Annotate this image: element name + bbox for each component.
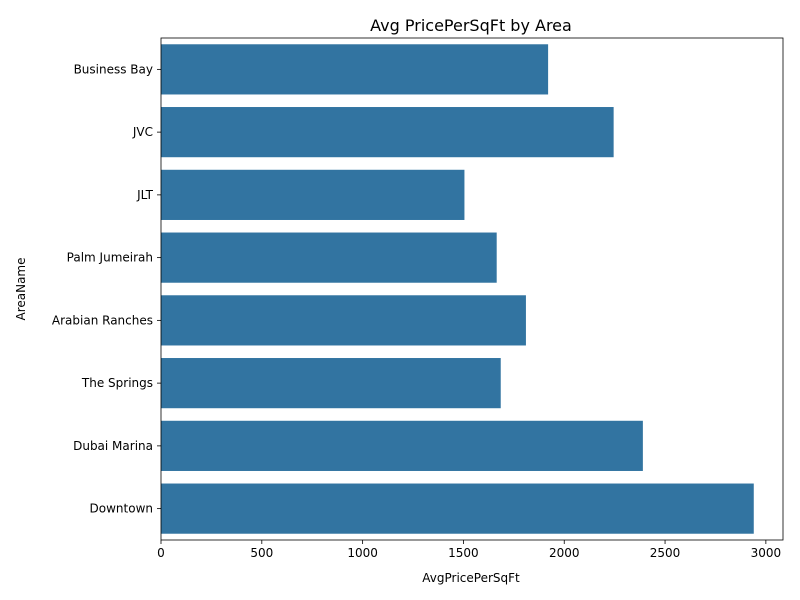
bar-jlt: [161, 169, 465, 220]
x-axis-ticks: 0 500 1000 1500 2000 2500 3000: [157, 540, 781, 560]
x-tick-label: 500: [250, 546, 273, 560]
bar-jvc: [161, 107, 614, 158]
y-axis-label: AreaName: [14, 257, 28, 320]
x-tick-label: 0: [157, 546, 165, 560]
bar-dubai-marina: [161, 420, 643, 471]
bar-downtown: [161, 483, 754, 534]
bar-arabian-ranches: [161, 295, 526, 346]
plot-frame: [160, 37, 784, 541]
x-tick-label: 2500: [650, 546, 681, 560]
y-tick-label: JLT: [136, 188, 154, 202]
y-tick-label: Downtown: [90, 502, 153, 516]
chart-title: Avg PricePerSqFt by Area: [370, 16, 572, 35]
y-tick-label: JVC: [132, 125, 153, 139]
x-tick-label: 3000: [751, 546, 782, 560]
y-axis-ticks: Business Bay JVC JLT Palm Jumeirah Arabian R…: [52, 62, 161, 516]
y-tick-label: Palm Jumeirah: [67, 251, 153, 265]
bars-group: [161, 44, 754, 534]
y-tick-label: Business Bay: [74, 62, 153, 76]
y-tick-label: The Springs: [81, 376, 153, 390]
x-tick-label: 1500: [448, 546, 479, 560]
y-tick-label: Arabian Ranches: [52, 313, 153, 327]
bar-business-bay: [161, 44, 549, 95]
x-tick-label: 1000: [347, 546, 378, 560]
bar-palm-jumeirah: [161, 232, 497, 283]
bar-the-springs: [161, 358, 501, 409]
x-axis-label: AvgPricePerSqFt: [422, 571, 520, 585]
x-tick-label: 2000: [549, 546, 580, 560]
y-tick-label: Dubai Marina: [73, 439, 153, 453]
